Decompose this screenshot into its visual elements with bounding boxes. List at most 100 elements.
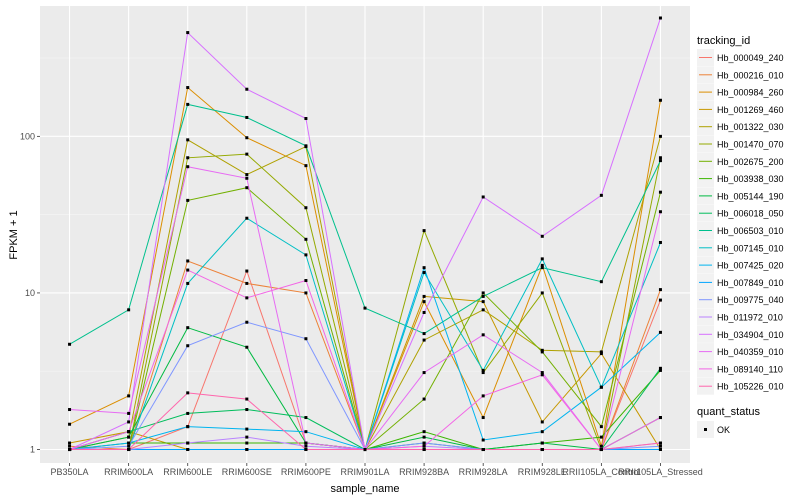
data-point	[186, 326, 190, 330]
data-point	[186, 138, 190, 142]
data-point	[127, 448, 131, 452]
y-tick-label: 10	[25, 288, 35, 298]
data-point	[540, 263, 544, 267]
data-point	[481, 438, 485, 442]
data-point	[422, 371, 426, 375]
legend-label: Hb_006018_050	[717, 209, 784, 219]
data-point	[481, 333, 485, 337]
data-point	[540, 350, 544, 354]
data-point	[304, 337, 308, 341]
data-point	[422, 271, 426, 275]
data-point	[658, 330, 662, 334]
data-point	[245, 176, 249, 180]
x-tick-label: RRII105LA_Stressed	[618, 467, 703, 477]
legend-shape-ok-point	[704, 428, 707, 431]
data-point	[540, 430, 544, 434]
data-point	[658, 368, 662, 372]
data-point	[245, 441, 249, 445]
data-point	[304, 444, 308, 448]
data-point	[481, 294, 485, 298]
data-point	[127, 441, 131, 445]
data-point	[363, 306, 367, 310]
legend-label: Hb_105226_010	[717, 382, 784, 392]
x-tick-label: RRIM600LE	[163, 467, 212, 477]
legend-label: Hb_007145_010	[717, 243, 784, 253]
data-point	[127, 394, 131, 398]
x-tick-label: RRIM901LA	[340, 467, 389, 477]
data-point	[127, 420, 131, 424]
data-point	[245, 173, 249, 177]
data-point	[599, 448, 603, 452]
legend-label: Hb_000216_010	[717, 70, 784, 80]
data-point	[658, 210, 662, 214]
data-point	[186, 268, 190, 272]
data-point	[186, 411, 190, 415]
data-point	[304, 430, 308, 434]
legend-shape-ok-label: OK	[717, 425, 730, 435]
data-point	[422, 444, 426, 448]
data-point	[304, 117, 308, 121]
data-point	[186, 281, 190, 285]
x-axis-title: sample_name	[330, 483, 399, 495]
x-tick-label: RRIM928LA	[459, 467, 508, 477]
legend-shape-title: quant_status	[697, 406, 760, 418]
data-point	[540, 234, 544, 238]
data-point	[304, 237, 308, 241]
data-point	[599, 385, 603, 389]
data-point	[68, 342, 72, 346]
data-point	[658, 416, 662, 420]
data-point	[245, 186, 249, 190]
data-point	[127, 308, 131, 312]
data-point	[481, 448, 485, 452]
legend-label: Hb_009775_040	[717, 295, 784, 305]
data-point	[658, 16, 662, 20]
x-tick-label: RRIM600SE	[222, 467, 272, 477]
legend-label: Hb_001470_070	[717, 140, 784, 150]
data-point	[245, 435, 249, 439]
data-point	[127, 430, 131, 434]
data-point	[186, 86, 190, 90]
data-point	[68, 441, 72, 445]
x-tick-label: RRIM928LE	[518, 467, 567, 477]
data-point	[245, 408, 249, 412]
grid-major	[40, 6, 690, 463]
data-point	[540, 291, 544, 295]
data-point	[245, 448, 249, 452]
data-point	[422, 397, 426, 401]
data-point	[481, 416, 485, 420]
data-point	[658, 441, 662, 445]
data-point	[481, 368, 485, 372]
data-point	[658, 448, 662, 452]
data-point	[245, 152, 249, 156]
data-point	[245, 87, 249, 91]
data-point	[245, 281, 249, 285]
data-point	[245, 397, 249, 401]
data-point	[422, 294, 426, 298]
legend-label: Hb_034904_010	[717, 330, 784, 340]
data-point	[599, 425, 603, 429]
data-point	[422, 435, 426, 439]
x-tick-label: RRIM600PE	[281, 467, 331, 477]
legend-label: Hb_003938_030	[717, 174, 784, 184]
data-point	[540, 441, 544, 445]
data-point	[658, 240, 662, 244]
data-point	[481, 300, 485, 304]
legend-items: Hb_000049_240 Hb_000216_010 Hb_000984_260 H…	[697, 49, 784, 395]
data-point	[599, 444, 603, 448]
data-point	[245, 296, 249, 300]
legend-label: Hb_005144_190	[717, 191, 784, 201]
data-point	[127, 444, 131, 448]
data-point	[658, 156, 662, 160]
data-point	[540, 448, 544, 452]
data-point	[481, 308, 485, 312]
legend-label: Hb_000984_260	[717, 88, 784, 98]
data-point	[245, 115, 249, 119]
legend-label: Hb_007425_020	[717, 261, 784, 271]
y-axis: 1 10 100	[20, 131, 40, 455]
data-point	[186, 344, 190, 348]
data-point	[422, 310, 426, 314]
data-point	[304, 448, 308, 452]
data-point	[186, 198, 190, 202]
data-point	[186, 165, 190, 169]
